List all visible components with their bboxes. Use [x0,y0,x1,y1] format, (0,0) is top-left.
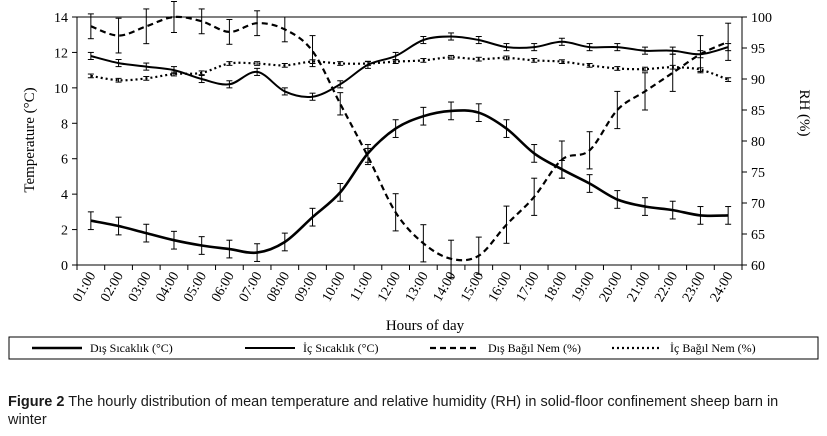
series-line [90,15,729,262]
x-tick-label: 13:00 [403,270,432,305]
legend: Dış Sıcaklık (°C) İç Sıcaklık (°C) Dış Bağ… [8,336,819,360]
series-4 [87,54,732,83]
x-tick-label: 01:00 [70,270,99,305]
x-tick-label: 02:00 [98,270,127,305]
legend-entry-label: Dış Bağıl Nem (%) [488,341,581,355]
caption-label: Figure 2 [8,394,65,410]
y2-tick-label: 100 [751,11,772,26]
x-tick-label: 22:00 [652,270,681,305]
x-tick-label: 08:00 [264,270,293,305]
legend-box [8,336,819,360]
legend-entry-label: İç Bağıl Nem (%) [670,341,756,355]
y2-tick-label: 80 [751,135,765,150]
x-tick-label: 15:00 [458,270,487,305]
x-tick-label: 09:00 [292,270,321,305]
chart-container: 0 2 4 6 8 10 12 14 60 65 70 75 80 85 90 95 100 01:00 02:00… [8,1,819,360]
x-tick-label: 21:00 [625,270,654,305]
y-tick-label: 14 [54,11,68,26]
series-line [90,35,729,98]
x-tick-label: 04:00 [154,270,183,305]
y-tick-label: 12 [54,46,68,61]
caption-text: The hourly distribution of mean temperat… [8,394,779,428]
x-tick-label: 10:00 [320,270,349,305]
y-tick-label: 6 [61,153,68,168]
y-tick-label: 2 [61,224,68,239]
series-1 [87,101,732,262]
x-tick-label: 17:00 [514,270,543,305]
y2-tick-label: 95 [751,42,765,57]
y2-tick-label: 85 [751,104,765,119]
y2-tick-label: 90 [751,73,765,88]
x-tick-label: 19:00 [569,270,598,305]
y-axis-label: Temperature (°C) [22,87,38,192]
series-line [90,56,729,82]
y2-tick-label: 65 [751,228,765,243]
y2-tick-label: 60 [751,259,765,274]
chart-svg: 0 2 4 6 8 10 12 14 60 65 70 75 80 85 90 95 100 01:0002:00… [8,1,819,360]
series-3 [87,1,732,278]
y2-axis-label: RH (%) [796,89,812,136]
x-tick-label: 11:00 [348,270,377,305]
x-tick-label: 20:00 [597,270,626,305]
y-tick-label: 8 [61,117,68,132]
y2-tick-label: 70 [751,197,765,212]
x-tick-label: 16:00 [486,269,515,304]
series-line [90,109,729,255]
y-tick-label: 10 [54,82,68,97]
x-tick-label: 05:00 [181,270,210,305]
x-tick-label: 06:00 [209,270,238,305]
x-tick-label: 07:00 [237,270,266,305]
legend-entry-label: Dış Sıcaklık (°C) [90,341,173,355]
legend-entry-label: İç Sıcaklık (°C) [303,341,378,355]
x-tick-label: 14:00 [431,270,460,305]
x-axis-label: Hours of day [386,318,465,334]
y-tick-label: 0 [61,259,68,274]
y-tick-label: 4 [61,188,68,203]
x-tick-label: 12:00 [375,270,404,305]
x-tick-label: 03:00 [126,270,155,305]
x-tick-label: 18:00 [541,270,570,305]
y2-tick-label: 75 [751,166,765,181]
series-2 [87,32,732,101]
x-tick-label: 23:00 [680,270,709,305]
figure-caption: Figure 2 The hourly distribution of mean… [8,393,820,429]
x-tick-label: 24:00 [708,270,737,305]
